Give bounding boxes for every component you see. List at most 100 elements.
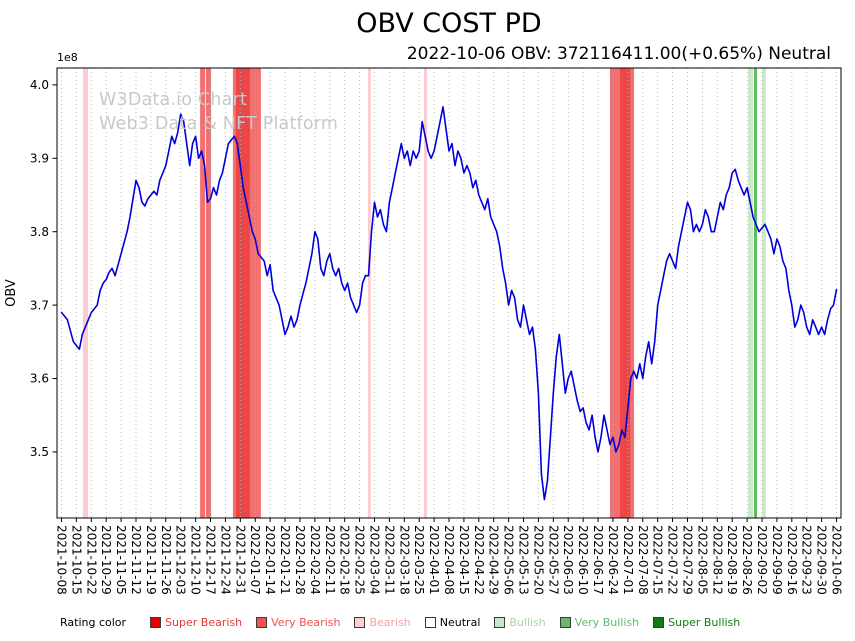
x-tick-label: 2022-03-25 — [412, 525, 426, 595]
rating-band-bearish — [424, 68, 427, 518]
rating-band-super-bearish — [235, 68, 250, 518]
rating-band-very-bullish — [754, 68, 757, 518]
x-tick-label: 2022-06-17 — [591, 525, 605, 595]
rating-band-bullish — [762, 68, 766, 518]
y-tick-label: 3.7 — [30, 298, 49, 312]
legend-swatch-bearish — [354, 617, 366, 628]
rating-band-super-bearish — [620, 68, 631, 518]
x-tick-label: 2022-10-06 — [830, 525, 844, 595]
x-tick-label: 2022-07-01 — [621, 525, 635, 595]
x-tick-label: 2022-05-06 — [502, 525, 516, 595]
legend-item-bullish: Bullish — [494, 616, 546, 629]
x-tick-label: 2022-05-20 — [531, 525, 545, 595]
x-tick-label: 2022-07-15 — [651, 525, 665, 595]
x-tick-label: 2022-04-01 — [427, 525, 441, 595]
rating-band-bearish — [367, 68, 371, 518]
x-tick-label: 2022-09-23 — [800, 525, 814, 595]
chart-title: OBV COST PD — [356, 8, 542, 39]
legend-swatch-neutral — [424, 617, 436, 628]
legend-item-very-bullish: Very Bullish — [559, 616, 640, 629]
y-axis-label: OBV — [4, 279, 19, 307]
x-tick-label: 2022-03-11 — [382, 525, 396, 595]
legend-label-bullish: Bullish — [509, 616, 546, 629]
x-tick-label: 2022-08-26 — [740, 525, 754, 595]
legend-swatch-super-bearish — [150, 617, 162, 628]
legend-item-super-bearish: Super Bearish — [150, 616, 242, 629]
legend-label-super-bearish: Super Bearish — [165, 616, 243, 629]
x-tick-label: 2022-09-02 — [755, 525, 769, 595]
x-tick-label: 2021-12-31 — [233, 525, 247, 595]
x-tick-label: 2022-08-19 — [725, 525, 739, 595]
legend-title: Rating color — [60, 616, 127, 629]
x-tick-label: 2021-12-03 — [174, 525, 188, 595]
y-tick-label: 3.5 — [30, 445, 49, 459]
x-tick-label: 2021-12-24 — [218, 525, 232, 595]
x-tick-label: 2022-06-10 — [576, 525, 590, 595]
legend-label-very-bearish: Very Bearish — [271, 616, 341, 629]
x-tick-label: 2022-02-18 — [338, 525, 352, 595]
x-tick-label: 2022-04-08 — [442, 525, 456, 595]
y-tick-label: 3.9 — [30, 151, 49, 165]
x-tick-label: 2022-03-04 — [367, 525, 381, 595]
x-tick-label: 2022-05-13 — [517, 525, 531, 595]
x-tick-label: 2022-07-29 — [680, 525, 694, 595]
x-tick-label: 2022-04-15 — [457, 525, 471, 595]
x-tick-label: 2021-10-29 — [99, 525, 113, 595]
x-tick-label: 2022-08-05 — [695, 525, 709, 595]
x-tick-label: 2022-04-29 — [487, 525, 501, 595]
x-tick-label: 2021-11-19 — [144, 525, 158, 595]
rating-legend: Rating color Super Bearish Very Bearish Be… — [60, 616, 740, 629]
legend-swatch-super-bullish — [653, 617, 665, 628]
x-tick-label: 2021-10-15 — [69, 525, 83, 595]
x-tick-label: 2022-02-04 — [308, 525, 322, 595]
legend-label-neutral: Neutral — [439, 616, 481, 629]
x-tick-label: 2021-11-12 — [129, 525, 143, 595]
legend-label-bearish: Bearish — [369, 616, 411, 629]
x-tick-label: 2021-11-26 — [159, 525, 173, 595]
y-axis-offset-label: 1e8 — [57, 51, 78, 64]
x-tick-label: 2022-09-30 — [815, 525, 829, 595]
x-tick-label: 2022-07-22 — [666, 525, 680, 595]
x-tick-label: 2022-09-16 — [785, 525, 799, 595]
x-tick-label: 2022-01-14 — [263, 525, 277, 595]
obv-chart: 2021-10-08 2021-10-15 2021-10-22 2021-10-29… — [4, 51, 844, 595]
x-tick-label: 2022-01-28 — [293, 525, 307, 595]
x-tick-label: 2022-08-12 — [710, 525, 724, 595]
x-tick-label: 2022-02-11 — [323, 525, 337, 595]
x-tick-label: 2021-10-08 — [54, 525, 68, 595]
y-tick-label: 3.6 — [30, 372, 49, 386]
x-tick-label: 2022-04-22 — [472, 525, 486, 595]
x-tick-label: 2022-03-18 — [397, 525, 411, 595]
x-tick-label: 2021-11-05 — [114, 525, 128, 595]
plot-frame — [56, 67, 842, 519]
legend-item-very-bearish: Very Bearish — [256, 616, 340, 629]
y-tick-label: 4.0 — [30, 78, 49, 92]
legend-item-super-bullish: Super Bullish — [653, 616, 740, 629]
legend-label-very-bullish: Very Bullish — [574, 616, 640, 629]
legend-items: Super Bearish Very Bearish Bearish Neutral B… — [150, 616, 740, 629]
legend-swatch-bullish — [494, 617, 506, 628]
legend-swatch-very-bearish — [256, 617, 268, 628]
x-tick-label: 2022-01-07 — [248, 525, 262, 595]
x-tick-label: 2021-10-22 — [84, 525, 98, 595]
x-tick-label: 2021-12-10 — [189, 525, 203, 595]
rating-band-very-bearish — [206, 68, 212, 518]
y-tick-label: 3.8 — [30, 225, 49, 239]
legend-item-bearish: Bearish — [354, 616, 411, 629]
x-tick-label: 2022-01-21 — [278, 525, 292, 595]
legend-item-neutral: Neutral — [424, 616, 481, 629]
legend-label-super-bullish: Super Bullish — [668, 616, 741, 629]
x-tick-label: 2022-07-08 — [636, 525, 650, 595]
x-tick-label: 2022-09-09 — [770, 525, 784, 595]
chart-subtitle: 2022-10-06 OBV: 372116411.00(+0.65%) Neu… — [406, 44, 831, 64]
obv-line — [60, 106, 838, 501]
x-tick-label: 2022-05-27 — [546, 525, 560, 595]
x-tick-label: 2021-12-17 — [204, 525, 218, 595]
rating-band-bearish — [82, 68, 88, 518]
x-tick-label: 2022-06-24 — [606, 525, 620, 595]
rating-band-very-bearish — [200, 68, 206, 518]
x-tick-label: 2022-02-25 — [353, 525, 367, 595]
rating-band-bullish — [748, 68, 754, 518]
x-tick-label: 2022-06-03 — [561, 525, 575, 595]
